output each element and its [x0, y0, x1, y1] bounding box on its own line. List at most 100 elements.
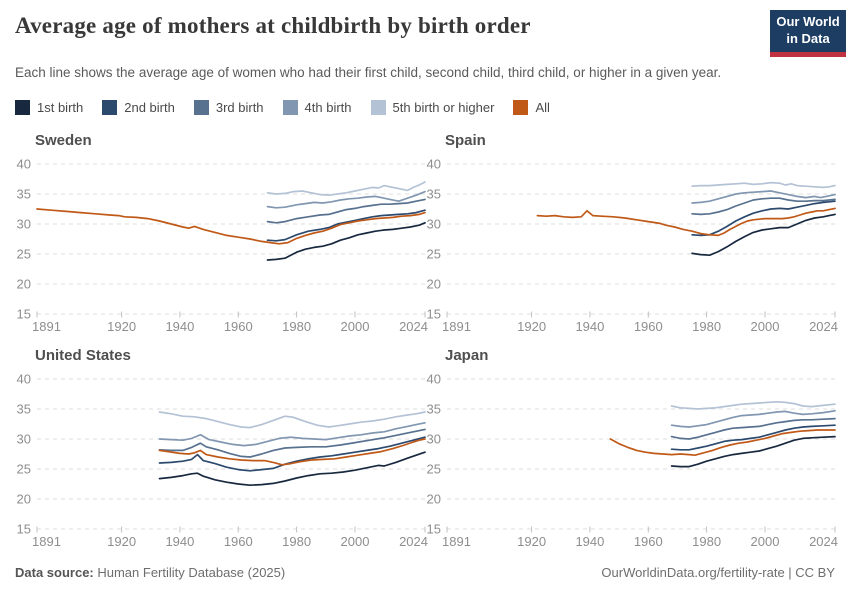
- y-tick-label: 35: [17, 402, 31, 417]
- x-tick-label: 1960: [634, 319, 663, 334]
- series-line-all[interactable]: [609, 429, 836, 457]
- owid-logo-line1: Our World: [776, 14, 840, 29]
- x-tick-label: 1940: [165, 319, 194, 334]
- x-tick-label: 1891: [442, 319, 471, 334]
- panel-japan: Japan 15 20 25 30 35 40 1891 1920 1940 1960 1980 20…: [410, 345, 850, 560]
- x-tick-label: 1960: [634, 534, 663, 549]
- panel-united-states: United States 15 20 25 30 35 40 1891 1920 1940 19…: [0, 345, 440, 560]
- legend-swatch-b1: [15, 100, 30, 115]
- data-source-label: Data source:: [15, 565, 94, 580]
- x-tick-label: 1980: [692, 534, 721, 549]
- series-line-all[interactable]: [536, 207, 836, 237]
- y-tick-label: 20: [427, 492, 441, 507]
- panel-spain: Spain 15 20 25 30 35 40 1891 1920 1940 1960 1980 20…: [410, 130, 850, 345]
- owid-logo-line2: in Data: [786, 30, 830, 46]
- x-tick-label: 1940: [575, 319, 604, 334]
- legend-swatch-b5: [370, 100, 386, 115]
- legend-item-all[interactable]: All: [513, 100, 550, 115]
- series-line-b1[interactable]: [691, 213, 836, 257]
- x-tick-label: 2024: [399, 534, 428, 549]
- x-tick-label: 2000: [341, 534, 370, 549]
- series-line-b5[interactable]: [670, 400, 836, 410]
- page-title: Average age of mothers at childbirth by …: [15, 13, 531, 38]
- series-line-b2[interactable]: [266, 209, 426, 242]
- legend-label-b5: 5th birth or higher: [392, 100, 495, 115]
- legend-swatch-b4: [282, 100, 298, 115]
- y-tick-label: 25: [17, 247, 31, 262]
- series-line-b4[interactable]: [266, 190, 426, 209]
- y-tick-label: 30: [17, 432, 31, 447]
- legend-label-b3: 3rd birth: [215, 100, 264, 115]
- panel-sweden: Sweden 15 20 25 30 35 40 1891 1920 1940 1960 1980 2…: [0, 130, 440, 345]
- x-tick-label: 2000: [751, 319, 780, 334]
- y-tick-label: 20: [427, 277, 441, 292]
- y-tick-label: 25: [427, 247, 441, 262]
- series-line-b2[interactable]: [670, 424, 836, 451]
- series-line-b4[interactable]: [670, 409, 836, 428]
- y-tick-label: 40: [17, 372, 31, 387]
- y-tick-label: 15: [17, 522, 31, 537]
- legend-label-b1: 1st birth: [37, 100, 84, 115]
- series-line-b1[interactable]: [266, 221, 426, 261]
- legend-label-b2: 2nd birth: [124, 100, 175, 115]
- x-tick-label: 1980: [282, 534, 311, 549]
- line-chart-japan[interactable]: 15 20 25 30 35 40 1891 1920 1940 1960 1980 2000 2024: [410, 345, 850, 560]
- y-tick-label: 40: [17, 157, 31, 172]
- data-source-text: Human Fertility Database (2025): [93, 565, 286, 580]
- series-line-b3[interactable]: [670, 417, 836, 440]
- series-line-b5[interactable]: [691, 181, 836, 189]
- series-line-b3[interactable]: [691, 197, 836, 216]
- footer-link[interactable]: OurWorldinData.org/fertility-rate | CC B…: [601, 565, 835, 580]
- y-tick-label: 35: [17, 187, 31, 202]
- legend-item-b2[interactable]: 2nd birth: [102, 100, 175, 115]
- x-tick-label: 2024: [809, 534, 838, 549]
- legend-item-b4[interactable]: 4th birth: [282, 100, 352, 115]
- x-tick-label: 2024: [399, 319, 428, 334]
- series-line-all[interactable]: [158, 438, 426, 466]
- legend-item-b3[interactable]: 3rd birth: [193, 100, 264, 115]
- x-tick-label: 1980: [282, 319, 311, 334]
- y-tick-label: 15: [427, 522, 441, 537]
- data-source: Data source: Human Fertility Database (2…: [15, 565, 285, 580]
- series-line-b1[interactable]: [670, 435, 836, 468]
- series-line-b1[interactable]: [158, 451, 426, 487]
- series-line-b3[interactable]: [266, 198, 426, 224]
- legend-item-b1[interactable]: 1st birth: [15, 100, 83, 115]
- legend: 1st birth 2nd birth 3rd birth 4th birth 5th …: [15, 100, 550, 115]
- line-chart-spain[interactable]: 15 20 25 30 35 40 1891 1920 1940 1960 1980 2000 2024: [410, 130, 850, 345]
- legend-label-all: All: [535, 100, 550, 115]
- line-chart-sweden[interactable]: 15 20 25 30 35 40 1891 1920 1940 1960 1980 2000 2024: [0, 130, 440, 345]
- legend-label-b4: 4th birth: [304, 100, 352, 115]
- legend-item-b5[interactable]: 5th birth or higher: [370, 100, 495, 115]
- chart-subtitle: Each line shows the average age of women…: [15, 65, 722, 80]
- panel-title-spain: Spain: [445, 132, 486, 149]
- y-tick-label: 40: [427, 157, 441, 172]
- series-line-b4[interactable]: [691, 190, 836, 204]
- series-line-b3[interactable]: [158, 428, 426, 458]
- legend-swatch-b2: [102, 100, 118, 115]
- x-tick-label: 1891: [32, 319, 61, 334]
- series-line-all[interactable]: [36, 208, 426, 245]
- x-tick-label: 1920: [107, 319, 136, 334]
- legend-swatch-all: [513, 100, 529, 115]
- x-tick-label: 1980: [692, 319, 721, 334]
- x-tick-label: 1960: [224, 319, 253, 334]
- owid-logo[interactable]: Our World in Data: [770, 10, 846, 57]
- line-chart-united-states[interactable]: 15 20 25 30 35 40 1891 1920 1940 1960 1980 2000 2024: [0, 345, 440, 560]
- y-tick-label: 30: [427, 217, 441, 232]
- series-line-b4[interactable]: [158, 421, 426, 447]
- legend-swatch-b3: [193, 100, 209, 115]
- series-line-b5[interactable]: [266, 181, 426, 197]
- series-line-b5[interactable]: [158, 411, 426, 429]
- series-line-b2[interactable]: [691, 200, 836, 237]
- y-tick-label: 30: [427, 432, 441, 447]
- y-tick-label: 15: [17, 307, 31, 322]
- y-tick-label: 15: [427, 307, 441, 322]
- x-tick-label: 1940: [165, 534, 194, 549]
- x-tick-label: 2000: [751, 534, 780, 549]
- y-tick-label: 35: [427, 402, 441, 417]
- x-tick-label: 1940: [575, 534, 604, 549]
- x-tick-label: 2024: [809, 319, 838, 334]
- x-tick-label: 1891: [442, 534, 471, 549]
- x-tick-label: 1920: [107, 534, 136, 549]
